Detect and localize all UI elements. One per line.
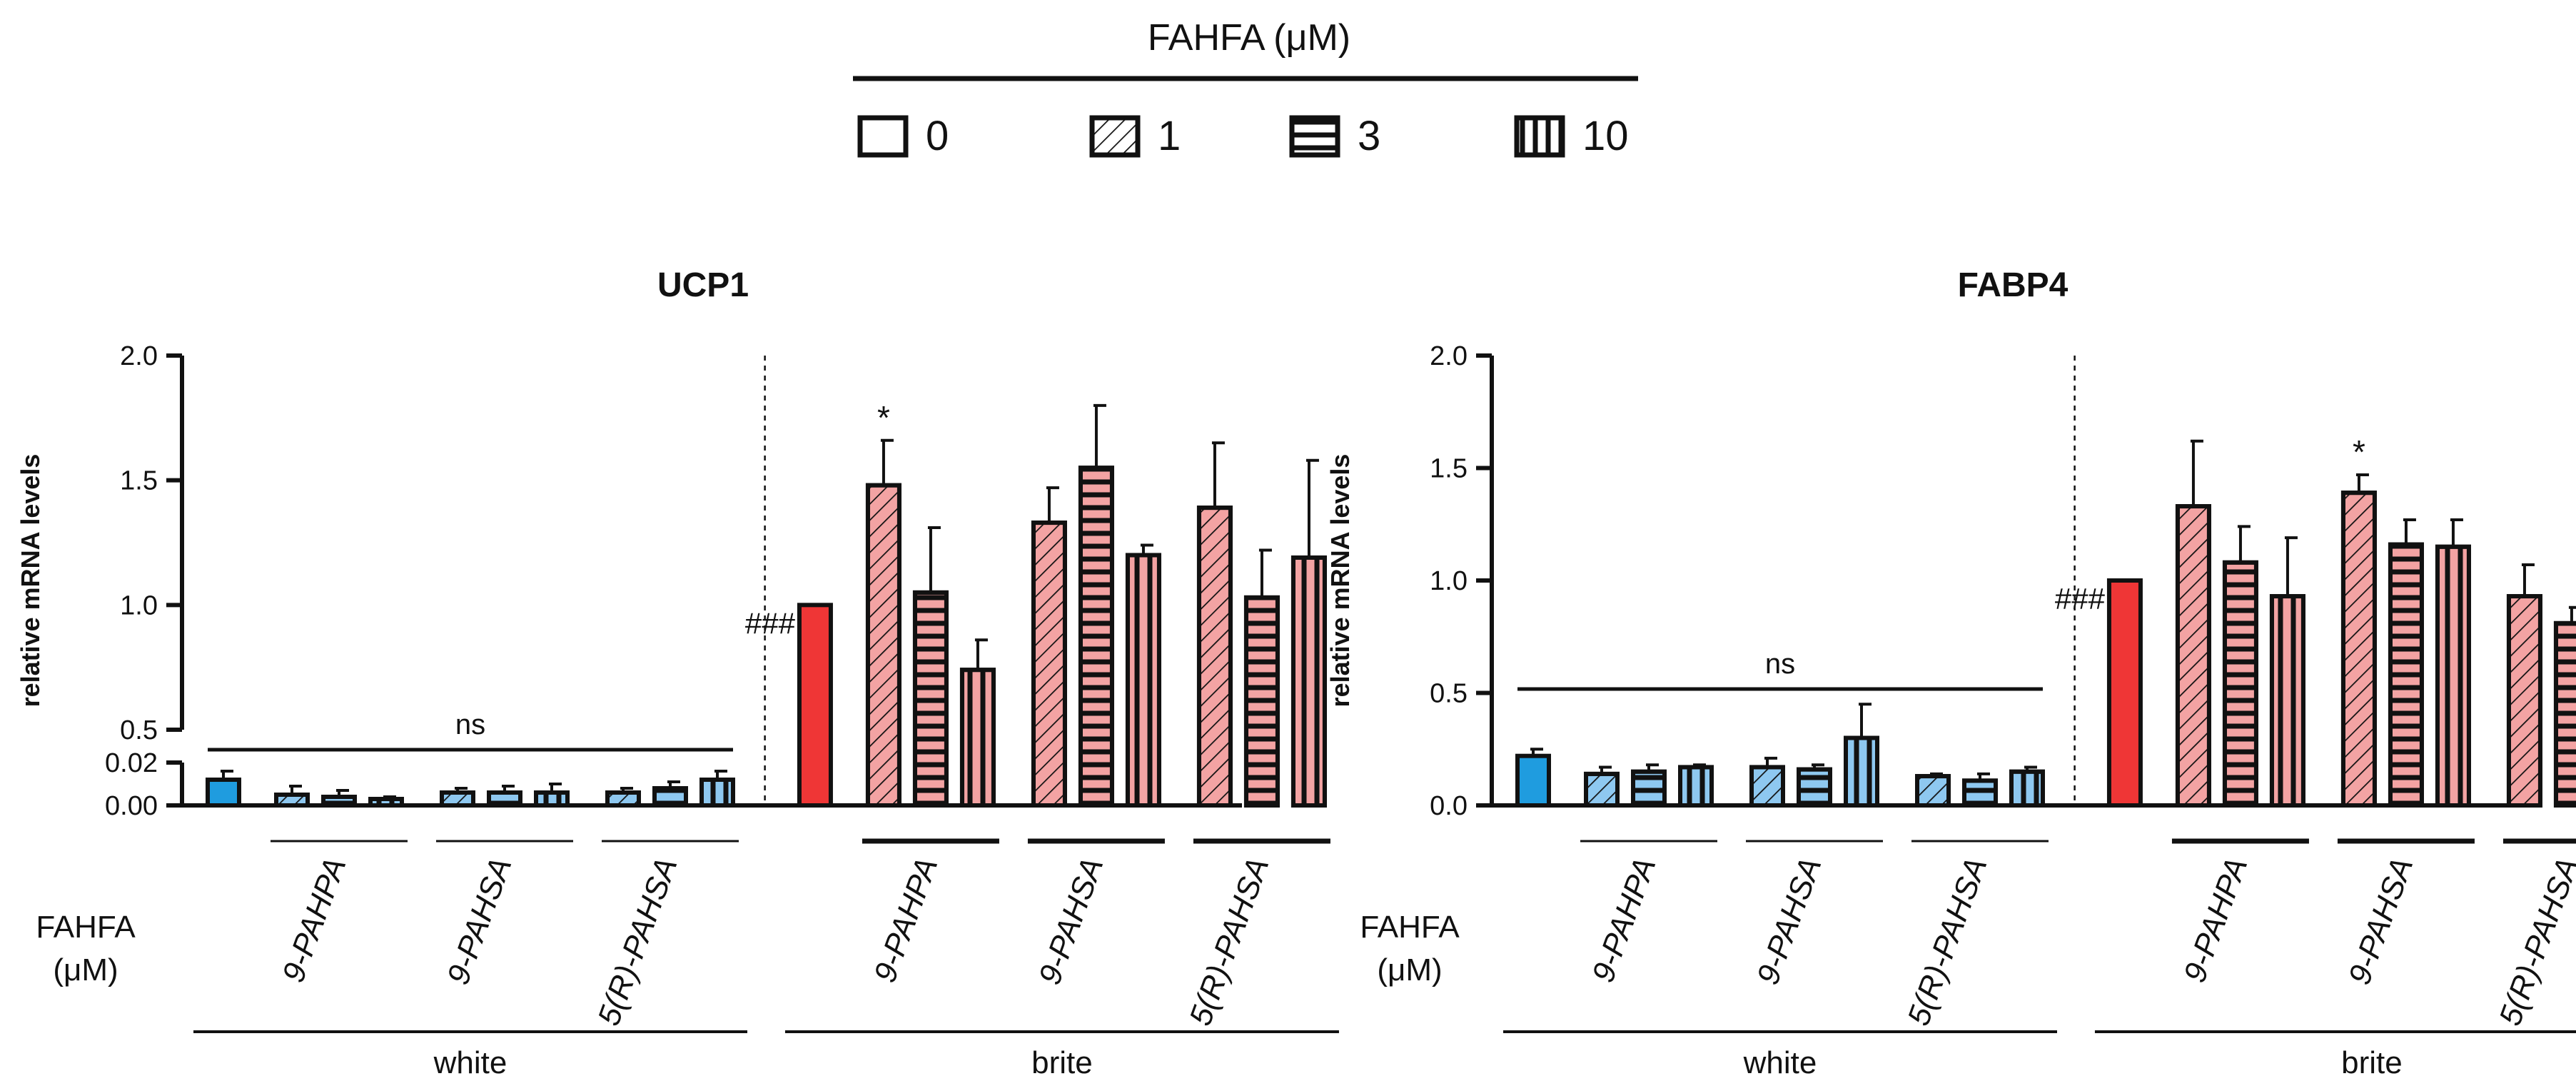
bar-pattern <box>274 793 310 808</box>
bar-pattern <box>1584 771 1620 808</box>
bar-pattern <box>1749 765 1785 808</box>
significance-label: * <box>2353 433 2365 471</box>
bar-pattern <box>1078 466 1114 808</box>
legend-swatch-none <box>857 115 909 158</box>
significance-label: * <box>877 399 890 436</box>
cell-type-label: white <box>433 1045 507 1080</box>
legend-label: 0 <box>926 113 949 159</box>
fahfa-label: 9-PAHSA <box>2342 853 2420 990</box>
row-label: FAHFA <box>36 910 136 945</box>
y-tick-label: 1.0 <box>120 590 158 620</box>
legend-title: FAHFA (μM) <box>1148 17 1350 59</box>
bar-pattern <box>1797 767 1832 808</box>
bar-pattern <box>1678 765 1714 808</box>
cell-type-label: white <box>1743 1045 1817 1080</box>
legend: FAHFA (μM) 0 1 3 10 <box>853 17 1638 159</box>
fahfa-label: 5(R)-PAHSA <box>2492 853 2576 1030</box>
legend-swatch-pattern <box>1089 115 1141 158</box>
fahfa-label: 5(R)-PAHSA <box>591 853 684 1030</box>
fahfa-label: 9-PAHPA <box>2177 853 2254 987</box>
bar-pattern <box>605 790 641 808</box>
chart-title: UCP1 <box>657 266 749 304</box>
bar-pattern <box>1125 553 1161 808</box>
bar-pattern <box>2175 504 2211 808</box>
bar-pattern <box>440 790 475 808</box>
fahfa-label: 9-PAHSA <box>1032 853 1110 990</box>
legend-swatch-pattern <box>1514 115 1565 158</box>
bar <box>1515 753 1551 808</box>
fahfa-label: 5(R)-PAHSA <box>1183 853 1276 1030</box>
bar-pattern <box>2388 542 2424 808</box>
bar-pattern <box>1196 506 1233 808</box>
bar-pattern <box>1631 769 1667 808</box>
bar-pattern <box>2269 594 2305 808</box>
y-tick-label: 2.0 <box>120 341 158 371</box>
legend-label: 3 <box>1358 113 1380 159</box>
bar-pattern <box>2222 560 2258 808</box>
bar-pattern <box>1243 595 1280 808</box>
bar-pattern <box>1031 521 1067 808</box>
chart-ucp1: UCP1 relative mRNA levels 0.5 1.0 1.5 2.0 0.00… <box>16 266 1339 1080</box>
bar-pattern <box>321 795 357 808</box>
y-tick-label: 1.5 <box>1430 454 1468 484</box>
bar-pattern <box>534 790 570 808</box>
legend-label: 1 <box>1158 113 1181 159</box>
bar-pattern <box>912 590 949 808</box>
y-tick-label: 2.0 <box>1430 341 1468 371</box>
row-label: (μM) <box>53 952 118 987</box>
fahfa-label: 9-PAHPA <box>867 853 944 987</box>
bar-pattern <box>368 797 404 808</box>
bar-pattern <box>1962 778 1998 808</box>
bar-pattern <box>2009 769 2045 808</box>
legend-label: 10 <box>1582 113 1629 159</box>
y-tick-label: 0.0 <box>1430 791 1468 821</box>
cell-type-label: brite <box>1031 1045 1093 1080</box>
bar <box>797 603 833 808</box>
bar-pattern <box>865 483 901 808</box>
chart-title: FABP4 <box>1958 266 2069 304</box>
bar-pattern <box>959 668 996 808</box>
fahfa-label: 9-PAHPA <box>276 853 353 987</box>
control-label: ### <box>745 606 796 640</box>
y-tick-label: 0.5 <box>120 715 158 745</box>
ns-label: ns <box>1765 648 1795 680</box>
fahfa-label: 9-PAHPA <box>1585 853 1662 987</box>
legend-swatch-pattern <box>1289 115 1340 158</box>
bar-pattern <box>2340 491 2377 808</box>
y-tick-label: 0.02 <box>105 748 158 778</box>
bar <box>206 778 241 808</box>
y-tick-label: 0.5 <box>1430 679 1468 709</box>
y-tick-label: 0.00 <box>105 791 158 821</box>
bar <box>2106 578 2143 808</box>
bar-pattern <box>699 778 735 808</box>
bar-pattern <box>1915 774 1951 808</box>
y-axis-label: relative mRNA levels <box>1325 454 1355 708</box>
bar-pattern <box>2435 544 2471 808</box>
bar-pattern <box>2553 620 2576 808</box>
y-tick-label: 1.5 <box>120 466 158 496</box>
bar-pattern <box>1290 555 1327 808</box>
cell-type-label: brite <box>2341 1045 2403 1080</box>
row-label: FAHFA <box>1360 910 1460 945</box>
bar-pattern <box>2506 594 2542 808</box>
row-label: (μM) <box>1377 952 1442 987</box>
chart-fabp4: FABP4 relative mRNA levels 0.0 0.5 1.0 1.5 2.0… <box>1325 266 2576 1080</box>
fahfa-label: 5(R)-PAHSA <box>1901 853 1994 1030</box>
bar-pattern <box>652 786 688 808</box>
y-axis-label: relative mRNA levels <box>16 454 45 708</box>
y-tick-label: 1.0 <box>1430 566 1468 596</box>
bar-pattern <box>1844 735 1879 808</box>
fahfa-label: 9-PAHSA <box>1750 853 1828 990</box>
bar-pattern <box>487 790 522 808</box>
ns-label: ns <box>455 709 485 740</box>
control-label: ### <box>2055 582 2106 615</box>
fahfa-label: 9-PAHSA <box>440 853 518 990</box>
legend-items: 0 1 3 10 <box>857 113 1629 159</box>
